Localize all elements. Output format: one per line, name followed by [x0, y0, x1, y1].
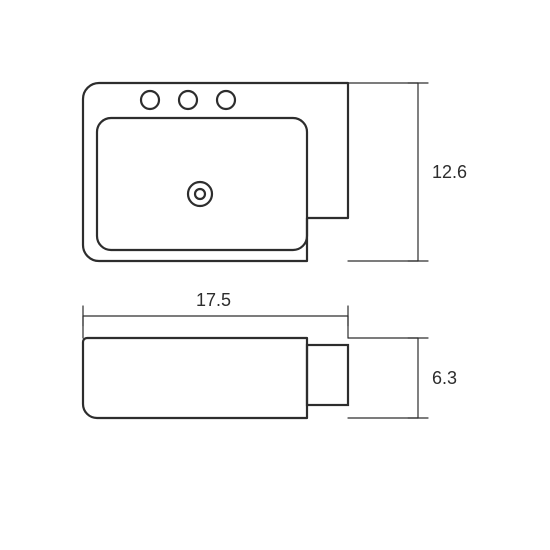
- dim-label-height: 6.3: [432, 368, 457, 389]
- dim-label-width: 17.5: [196, 290, 231, 311]
- dim-label-depth: 12.6: [432, 162, 467, 183]
- dimensional-drawing: [0, 0, 550, 550]
